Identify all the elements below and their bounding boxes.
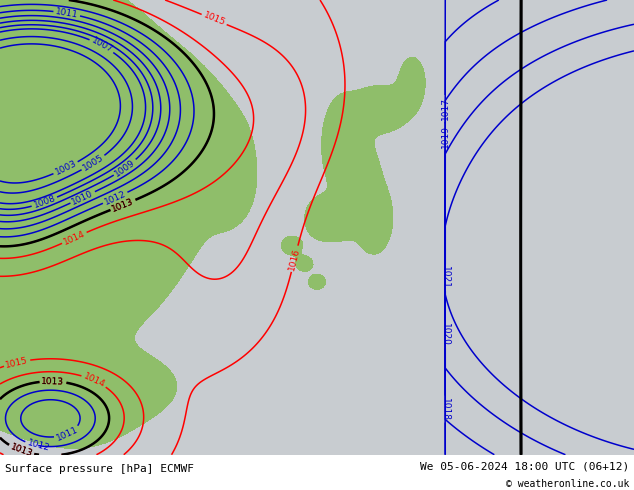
Text: We 05-06-2024 18:00 UTC (06+12): We 05-06-2024 18:00 UTC (06+12) [420,461,629,471]
Text: 1012: 1012 [103,189,127,207]
Text: 1012: 1012 [26,438,50,453]
Text: 1017: 1017 [441,97,450,120]
Text: 1003: 1003 [53,159,78,177]
Text: © weatheronline.co.uk: © weatheronline.co.uk [505,479,629,489]
Text: 1014: 1014 [62,229,87,246]
Text: 1007: 1007 [89,36,114,55]
Text: Surface pressure [hPa] ECMWF: Surface pressure [hPa] ECMWF [5,464,194,474]
Text: 1018: 1018 [441,397,450,420]
Text: 1011: 1011 [55,425,79,442]
Text: 1010: 1010 [70,189,95,206]
Text: 1020: 1020 [441,323,450,346]
Text: 1013: 1013 [9,442,34,459]
Text: 1013: 1013 [111,196,135,214]
Text: 1013: 1013 [41,376,65,386]
Text: 1009: 1009 [113,157,137,178]
Text: 1005: 1005 [81,153,105,173]
Text: 1015: 1015 [4,356,29,369]
Text: 1019: 1019 [441,125,450,148]
Text: 1016: 1016 [287,246,302,271]
Text: 1013: 1013 [9,442,34,459]
Text: 1008: 1008 [32,194,57,210]
Text: 1015: 1015 [202,11,226,28]
Text: 1021: 1021 [441,267,450,289]
Text: 1013: 1013 [41,376,65,386]
Text: 1011: 1011 [55,7,79,20]
Text: 1013: 1013 [111,196,135,214]
Text: 1014: 1014 [82,371,107,390]
